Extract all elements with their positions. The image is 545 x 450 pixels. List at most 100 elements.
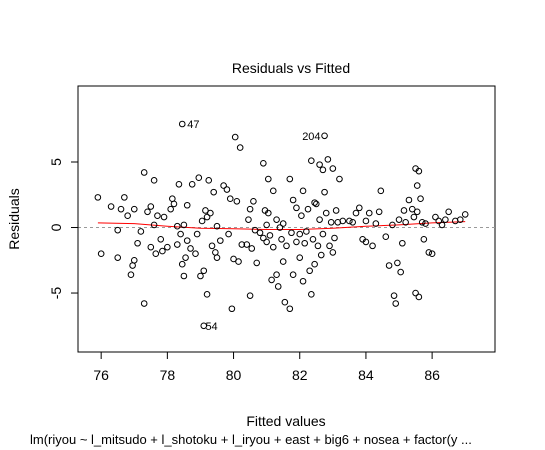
data-point [415,293,423,301]
data-point [273,216,280,223]
data-point [167,205,174,213]
data-point [326,242,333,250]
data-point [245,216,252,223]
data-point [228,305,236,313]
data-point [346,217,353,225]
data-point [147,243,155,251]
data-point [293,238,300,246]
data-point [164,243,171,251]
plot-frame [77,85,496,353]
data-point [418,218,426,226]
data-point [269,187,277,195]
data-point [413,208,421,216]
data-point [202,207,209,214]
data-point [316,161,323,168]
data-point [208,242,216,250]
data-point [397,268,404,276]
data-point [438,221,446,229]
data-point [435,217,443,225]
data-point [150,221,158,229]
data-point [349,218,356,226]
data-point [410,213,418,221]
data-point [117,205,125,213]
data-point [188,180,196,188]
data-point [213,254,221,261]
data-point [306,267,313,275]
data-point [193,230,201,238]
data-point [130,256,138,264]
data-point [369,242,376,250]
data-point [152,250,160,258]
data-point [200,322,208,330]
data-point [293,204,300,212]
data-point [428,250,436,258]
model-formula: lm(riyou ~ l_mitsudo + l_shotoku + l_iry… [30,432,472,447]
data-point [246,292,254,299]
data-point [425,249,433,256]
data-point [187,245,194,252]
data-point [286,305,294,313]
data-point [461,211,469,218]
data-point [203,213,211,221]
data-point [213,222,221,230]
data-point [456,216,464,223]
data-point [231,133,239,141]
data-point [220,182,227,189]
data-point [332,207,340,214]
data-point [389,221,396,229]
y-axis-label: Residuals [6,188,22,249]
y-tick-label: 0 [48,223,64,231]
data-point [331,234,338,242]
chart-title: Residuals vs Fitted [232,60,350,76]
data-point [319,166,327,174]
data-point [198,217,206,225]
data-point [256,229,264,237]
data-point [260,234,267,242]
data-point [317,251,325,259]
data-point [413,182,421,189]
data-point [303,228,310,235]
data-point [422,220,429,227]
x-tick-label: 82 [292,367,308,383]
data-point [420,236,428,243]
data-point [173,222,181,230]
data-point [238,241,246,248]
data-point [192,250,199,258]
data-point [264,175,272,183]
data-point [140,300,148,307]
x-tick-label: 86 [424,367,440,383]
data-point [251,226,259,234]
x-tick-label: 80 [226,367,242,383]
data-point [405,196,413,204]
data-point [134,239,141,247]
y-tick-label: -5 [48,287,64,300]
data-point [329,249,337,256]
data-point [352,209,360,217]
data-point [312,200,320,208]
data-point [288,229,295,237]
data-point [150,177,158,184]
data-point [159,247,166,255]
y-axis: -5 0 5 [48,158,79,300]
data-point [286,175,294,183]
data-point [195,174,203,182]
data-point [301,239,309,247]
data-point [180,221,188,229]
data-point [417,195,424,202]
point-annotation: 54 [205,321,217,333]
data-point [296,230,304,238]
data-point [205,177,213,184]
data-point [268,276,275,284]
data-point [107,203,115,210]
data-point [372,220,380,227]
data-point [394,259,401,267]
data-point [311,260,318,268]
x-tick-label: 84 [358,367,374,383]
data-point [207,209,214,217]
data-point [223,186,231,193]
data-point [339,217,347,225]
data-point [299,277,307,285]
data-point [260,160,267,167]
data-point [309,236,317,243]
